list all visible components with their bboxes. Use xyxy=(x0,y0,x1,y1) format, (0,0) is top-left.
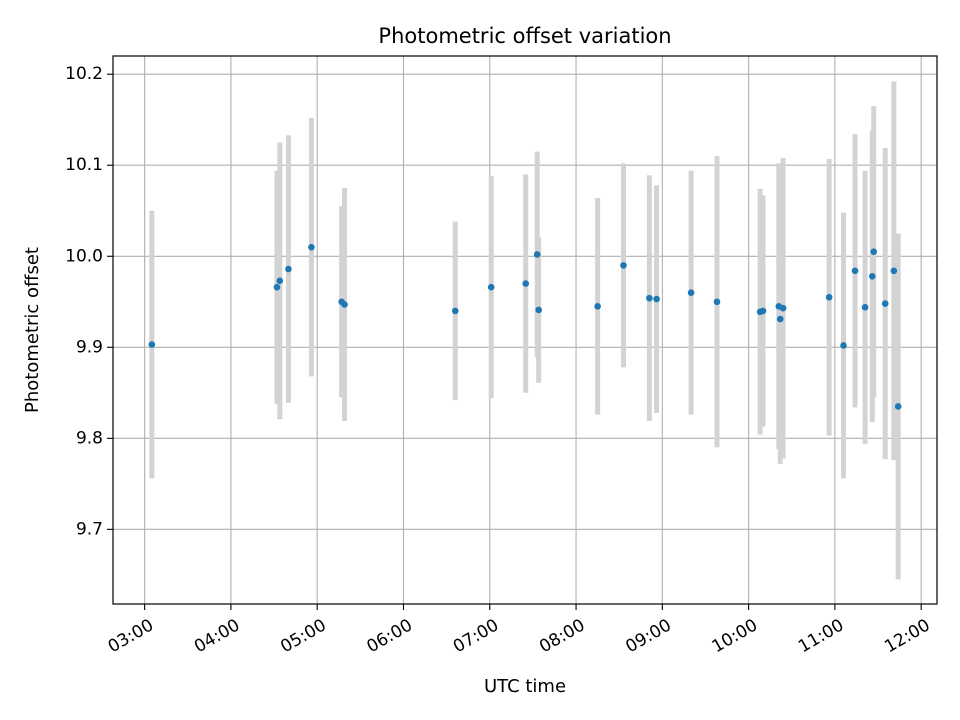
data-point xyxy=(687,289,695,296)
data-point xyxy=(890,267,898,275)
data-point xyxy=(533,251,541,258)
data-point xyxy=(825,293,833,301)
data-point xyxy=(779,304,787,312)
y-tick-label: 9.7 xyxy=(76,519,103,539)
data-point xyxy=(594,303,601,310)
data-point xyxy=(148,341,156,348)
data-point xyxy=(535,306,542,314)
data-point xyxy=(713,298,721,306)
y-tick-label: 10.1 xyxy=(65,155,103,175)
data-points xyxy=(148,243,902,410)
data-point xyxy=(620,262,627,269)
data-point xyxy=(308,243,315,251)
data-point xyxy=(840,342,847,349)
data-point xyxy=(451,307,459,315)
x-axis-label: UTC time xyxy=(484,676,566,697)
data-point xyxy=(881,300,889,307)
plot-frame xyxy=(112,55,938,605)
data-point xyxy=(276,277,284,285)
y-tick-label: 10.0 xyxy=(65,246,103,266)
data-point xyxy=(487,283,495,291)
data-point xyxy=(861,303,869,311)
y-tick-label: 10.2 xyxy=(65,64,103,84)
data-point xyxy=(341,301,348,308)
data-point xyxy=(776,315,784,323)
data-point xyxy=(870,248,878,256)
data-point xyxy=(759,307,767,315)
y-axis-ticks: 9.7 9.8 9.9 10.0 10.1 10.2 xyxy=(65,64,113,539)
data-point xyxy=(894,403,902,410)
chart-title: Photometric offset variation xyxy=(378,24,671,48)
data-point xyxy=(273,283,281,291)
data-point xyxy=(646,294,653,302)
y-axis-label: Photometric offset xyxy=(22,247,43,413)
data-point xyxy=(653,295,660,303)
y-tick-label: 9.8 xyxy=(76,428,103,448)
data-point xyxy=(868,272,876,280)
data-point xyxy=(522,280,530,287)
data-point xyxy=(851,267,859,275)
data-point xyxy=(285,265,292,273)
y-tick-label: 9.9 xyxy=(76,337,103,357)
